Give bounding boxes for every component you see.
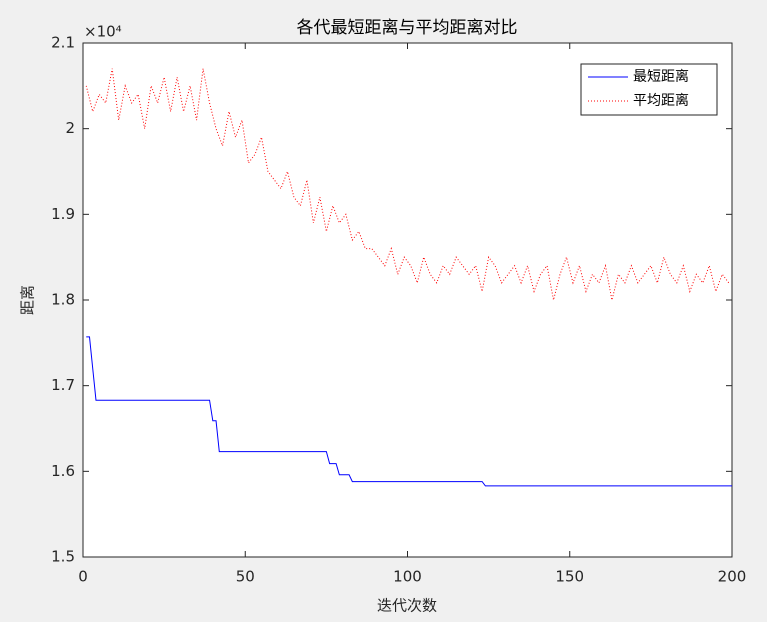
legend-label: 最短距离 (633, 68, 689, 85)
legend-label: 平均距离 (633, 92, 689, 109)
series-line (85, 68, 730, 301)
y-tick-label: 1.8 (51, 291, 75, 309)
x-tick-label: 100 (393, 568, 422, 586)
y-exponent-label: ×10⁴ (84, 23, 122, 41)
y-tick-label: 1.6 (51, 462, 75, 480)
chart-title: 各代最短距离与平均距离对比 (297, 18, 518, 38)
y-tick-label: 1.5 (51, 548, 75, 566)
x-tick-label: 150 (555, 568, 584, 586)
y-tick-label: 1.7 (51, 376, 75, 394)
x-axis-label: 迭代次数 (377, 597, 437, 615)
x-tick-label: 200 (718, 568, 747, 586)
y-tick-label: 1.9 (51, 205, 75, 223)
x-tick-label: 50 (236, 568, 255, 586)
legend-box (580, 63, 718, 116)
axes-box (82, 42, 733, 558)
plot-area (83, 43, 732, 557)
y-tick-label: 2.1 (51, 34, 75, 52)
x-tick-label: 0 (78, 568, 88, 586)
y-axis-label: 距离 (19, 285, 37, 315)
series-line (86, 336, 732, 487)
y-tick-label: 2 (65, 119, 75, 137)
